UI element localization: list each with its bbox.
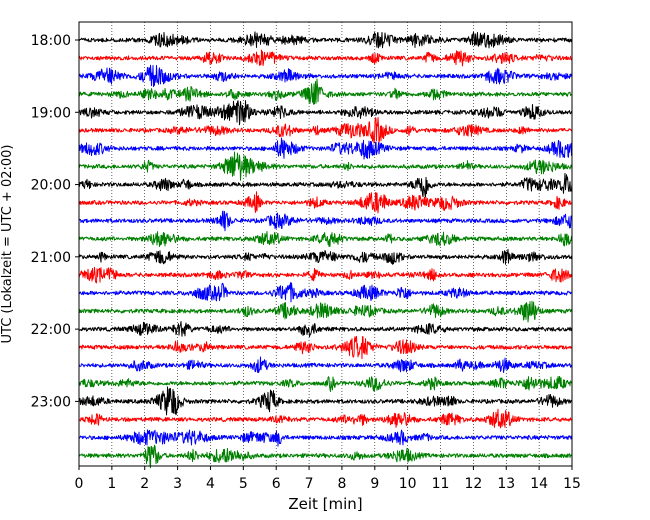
x-axis-label: Zeit [min] [288, 495, 362, 513]
trace-10 [78, 210, 573, 232]
x-tick-label: 11 [432, 476, 450, 492]
x-tick-label: 3 [173, 476, 182, 492]
x-tick-label: 8 [337, 476, 346, 492]
trace-11 [78, 230, 573, 248]
trace-20 [78, 386, 573, 416]
x-tick-label: 12 [464, 476, 482, 492]
trace-19 [78, 375, 573, 393]
x-tick-label: 9 [370, 476, 379, 492]
trace-16 [78, 321, 573, 338]
x-tick-label: 5 [239, 476, 248, 492]
trace-23 [78, 444, 573, 469]
x-axis-ticks: 0 1 2 3 4 5 6 7 8 9 10 11 12 13 14 15 [75, 466, 581, 492]
trace-1 [78, 49, 573, 67]
trace-7 [78, 151, 573, 181]
trace-21 [78, 408, 573, 429]
x-tick-label: 1 [107, 476, 116, 492]
y-axis-label: UTC (Lokalzeit = UTC + 02:00) [0, 145, 15, 344]
trace-22 [78, 429, 573, 447]
trace-9 [78, 191, 573, 214]
y-tick-label: 18:00 [31, 33, 71, 49]
y-tick-label: 23:00 [31, 394, 71, 410]
x-tick-label: 13 [497, 476, 515, 492]
trace-15 [78, 300, 573, 323]
trace-18 [78, 356, 573, 374]
x-tick-label: 2 [140, 476, 149, 492]
x-tick-label: 14 [530, 476, 548, 492]
y-axis-ticks: 18:00 19:00 20:00 21:00 22:00 23:00 [31, 33, 79, 410]
trace-17 [78, 335, 573, 360]
y-tick-label: 22:00 [31, 322, 71, 338]
y-tick-label: 20:00 [31, 178, 71, 194]
x-tick-label: 15 [563, 476, 581, 492]
x-tick-label: 7 [305, 476, 314, 492]
trace-0 [78, 31, 573, 49]
y-tick-label: 21:00 [31, 250, 71, 266]
x-tick-label: 10 [399, 476, 417, 492]
y-tick-label: 19:00 [31, 105, 71, 121]
plot-frame [78, 21, 573, 467]
x-tick-label: 0 [75, 476, 84, 492]
seismic-traces [78, 31, 573, 469]
trace-5 [78, 116, 573, 144]
trace-8 [78, 172, 573, 198]
trace-4 [78, 100, 573, 126]
trace-14 [78, 282, 573, 303]
trace-12 [78, 248, 573, 265]
trace-2 [78, 64, 573, 88]
trace-13 [78, 266, 573, 284]
x-tick-label: 4 [206, 476, 215, 492]
trace-6 [78, 137, 573, 160]
trace-3 [78, 78, 573, 105]
x-tick-label: 6 [272, 476, 281, 492]
